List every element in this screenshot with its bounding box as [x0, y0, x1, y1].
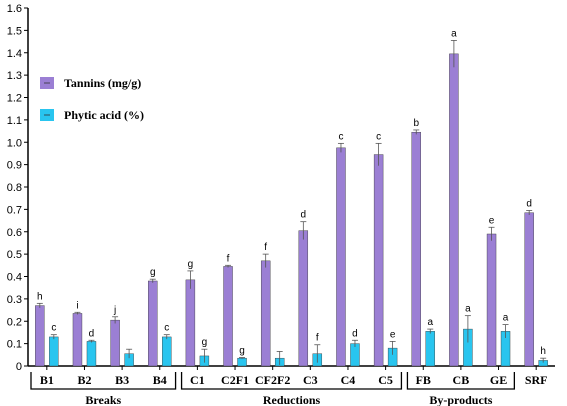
group-label: Breaks — [85, 393, 121, 406]
category-label: C4 — [341, 373, 356, 387]
significance-letter: b — [413, 118, 419, 129]
legend-label: Tannins (mg/g) — [64, 76, 141, 90]
tannins-bar — [298, 230, 309, 367]
y-tick-label: 1.0 — [7, 137, 22, 149]
legend: Tannins (mg/g) Phytic acid (%) — [40, 76, 144, 122]
tannins-bar — [336, 147, 346, 367]
significance-letter: f — [227, 253, 230, 264]
category-label: C2F1 — [221, 373, 249, 387]
y-tick-label: 0.7 — [7, 204, 22, 216]
y-tick-label: 0.6 — [7, 227, 22, 239]
significance-letter: i — [76, 300, 78, 311]
significance-letter: a — [465, 304, 471, 315]
tannins-bar — [72, 313, 83, 367]
category-label: FB — [416, 373, 431, 387]
significance-letter: j — [113, 305, 116, 316]
group-bracket — [30, 372, 177, 390]
y-tick-label: 0.5 — [7, 249, 22, 261]
phytic-acid-bar — [425, 331, 435, 367]
significance-letter: f — [316, 333, 319, 344]
category-label: CF2F2 — [255, 373, 290, 387]
category-label: B4 — [153, 373, 167, 387]
significance-letter: a — [451, 28, 457, 39]
y-tick-label: 0.1 — [7, 339, 22, 351]
significance-letter: e — [489, 215, 495, 226]
tannins-bar — [148, 280, 158, 367]
y-tick-label: 1.5 — [7, 25, 22, 37]
category-label: B1 — [40, 373, 54, 387]
tannins-bar — [223, 266, 233, 367]
significance-letter: c — [376, 131, 381, 142]
phytic-acid-bar — [162, 336, 172, 367]
y-tick-label: 1.6 — [7, 3, 22, 15]
group-bracket — [180, 372, 403, 390]
y-tick-label: 0.8 — [7, 182, 22, 194]
category-label: SRF — [525, 373, 548, 387]
significance-letter: g — [150, 267, 156, 278]
significance-letter: d — [526, 198, 532, 209]
tannins-bar — [524, 212, 534, 367]
significance-letter: c — [338, 131, 343, 142]
significance-letter: e — [390, 329, 396, 340]
y-tick-label: 1.4 — [7, 48, 22, 60]
tannins-bar — [110, 319, 120, 367]
category-label: B2 — [77, 373, 91, 387]
y-tick-label: 1.2 — [7, 93, 22, 105]
group-label: Reductions — [263, 393, 321, 406]
category-label: CB — [453, 373, 470, 387]
group-bracket — [406, 372, 516, 390]
tannins-bar — [411, 131, 421, 367]
tannins-bar — [260, 260, 271, 367]
significance-letter: g — [188, 259, 194, 270]
significance-letter: c — [51, 323, 56, 334]
significance-letter: h — [37, 291, 43, 302]
tannins-bar — [373, 154, 384, 367]
category-groups: Breaks Reductions By-products — [30, 372, 516, 406]
y-tick-label: 0.3 — [7, 294, 22, 306]
y-tick-label: 0.4 — [7, 272, 22, 284]
phytic-acid-bar — [49, 336, 59, 367]
significance-letter: d — [352, 328, 358, 339]
significance-letter: a — [427, 317, 433, 328]
y-tick-label: 0 — [16, 361, 22, 373]
group-label: By-products — [429, 393, 492, 406]
y-tick-label: 1.1 — [7, 115, 22, 127]
tannins-bar — [486, 233, 497, 367]
significance-letter: f — [264, 242, 267, 253]
legend-label: Phytic acid (%) — [64, 108, 144, 122]
significance-letter: d — [89, 328, 95, 339]
category-label: C3 — [303, 373, 318, 387]
tannins-bar — [35, 305, 45, 367]
axes: 0 0.1 0.2 0.3 0.4 0.5 0.6 0.7 0.8 0.9 1.0 1.1 1.2 1.3… — [7, 3, 555, 387]
tannins-bar — [185, 279, 196, 367]
bars: h c i d j g c g g f g f d f c d c e b a a a e a d h — [35, 28, 548, 367]
category-label: C5 — [378, 373, 393, 387]
significance-letter: g — [239, 345, 245, 356]
category-label: GE — [490, 373, 507, 387]
phytic-acid-bar — [237, 357, 247, 367]
y-tick-label: 0.2 — [7, 316, 22, 328]
significance-letter: g — [202, 337, 208, 348]
y-tick-label: 0.9 — [7, 160, 22, 172]
significance-letter: d — [301, 210, 307, 221]
y-tick-label: 1.3 — [7, 70, 22, 82]
phytic-acid-bar — [86, 341, 97, 367]
significance-letter: h — [540, 346, 546, 357]
significance-letter: c — [164, 323, 169, 334]
tannins-bar — [449, 53, 459, 367]
category-label: C1 — [190, 373, 205, 387]
category-label: B3 — [115, 373, 129, 387]
significance-letter: a — [503, 313, 509, 324]
